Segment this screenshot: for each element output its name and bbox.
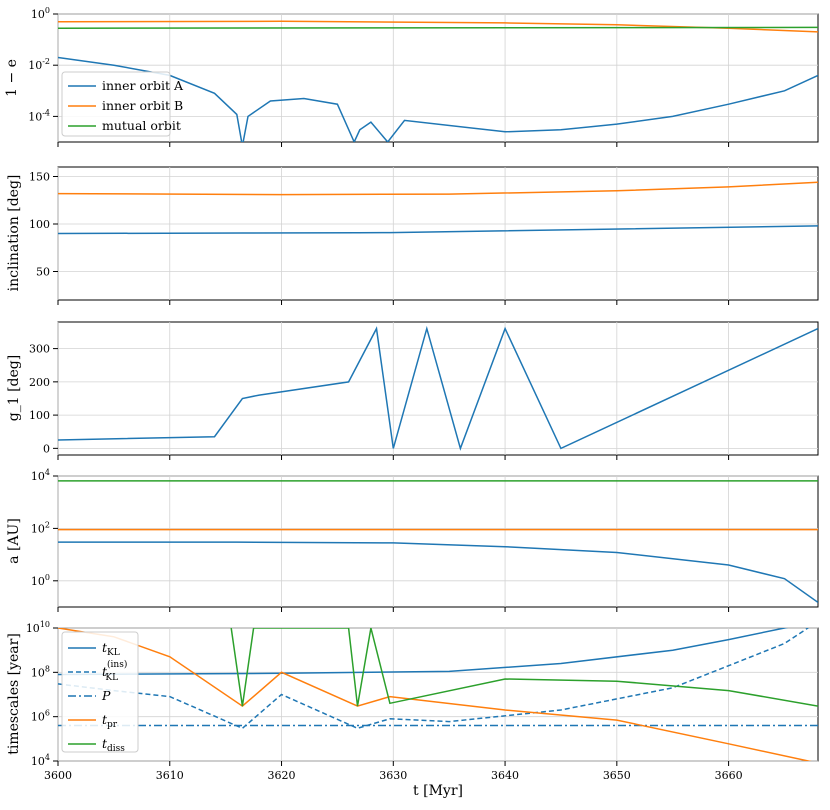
y-tick-label: 102 [31, 520, 50, 535]
legend-label-t-diss: tdiss [102, 736, 125, 754]
yticks-g1: 0 100 200 300 [29, 343, 58, 455]
ylabel-timescales: timescales [year] [6, 633, 22, 755]
y-tick-label: 50 [36, 266, 50, 279]
series-line-mutual-orbit [58, 26, 818, 29]
series-line-inner-orbit-a [58, 56, 818, 142]
y-tick-label: 108 [31, 664, 50, 679]
series-line-t-kl-ins- [58, 628, 810, 730]
x-tick-label: 3640 [491, 769, 519, 782]
panel-semimajor: 104 102 100 a [AU] [6, 468, 819, 612]
y-tick-label: 104 [31, 468, 50, 483]
series-line-inner-orbit-b [58, 20, 818, 33]
xticks-semimajor [57, 607, 730, 612]
series-line-t-pr [58, 628, 812, 761]
xlabel-time: t [Myr] [413, 783, 463, 799]
lines-g1 [58, 325, 818, 451]
legend-frame-top [61, 71, 171, 137]
legend-frame-bottom [61, 631, 139, 753]
xticks-timescales: 3600 3610 3620 3630 3640 3650 3660 [44, 761, 743, 782]
x-tick-label: 3620 [268, 769, 296, 782]
series-line-inner-orbit-a [58, 541, 818, 604]
xticks-g1 [57, 455, 730, 460]
panel-inclination: 50 100 150 inclination [deg] [6, 166, 819, 305]
y-tick-label: 10-2 [28, 57, 50, 72]
y-tick-label: 200 [29, 376, 50, 389]
xticks-inclination [57, 300, 730, 305]
series-line-t-diss [230, 628, 818, 707]
y-tick-label: 1010 [26, 620, 50, 635]
ylabel-semimajor: a [AU] [6, 518, 22, 564]
legend-label-t-kl: tKL [102, 640, 120, 658]
y-tick-label: 150 [29, 171, 50, 184]
series-line-inner-orbit-b [58, 181, 818, 196]
x-tick-label: 3600 [44, 769, 72, 782]
legend-label-t-kl-ins-: t(ins) KL [102, 659, 127, 683]
yticks-timescales: 1010 108 106 104 [26, 620, 58, 768]
grid-timescales [57, 627, 818, 762]
grid-inclination [57, 167, 818, 300]
series-line-t-kl [58, 628, 789, 676]
yticks-eccentricity: 100 10-2 10-4 [28, 6, 58, 123]
ylabel-g1: g_1 [deg] [6, 355, 22, 421]
panel-frame-g1 [57, 321, 819, 456]
panel-g1: 0 100 200 300 g_1 [deg] [6, 321, 819, 460]
lines-inclination [58, 181, 818, 235]
x-tick-label: 3630 [379, 769, 407, 782]
lines-semimajor [58, 480, 818, 604]
x-tick-label: 3660 [715, 769, 743, 782]
y-tick-label: 106 [31, 709, 50, 724]
panel-frame-timescales [57, 627, 819, 762]
ylabel-eccentricity: 1 − e [4, 59, 20, 97]
y-tick-label: 10-4 [28, 108, 50, 123]
grid-semimajor [57, 475, 818, 607]
yticks-inclination: 50 100 150 [29, 171, 58, 279]
series-line-inner-orbit-a [58, 225, 818, 235]
lines-timescales [58, 628, 818, 761]
series-line-inner-orbit-a [58, 325, 818, 451]
panel-eccentricity: 100 10-2 10-4 1 − e inner orbit A inner or… [4, 6, 819, 147]
x-tick-label: 3650 [603, 769, 631, 782]
yticks-semimajor: 104 102 100 [31, 468, 58, 588]
legend-label-p: P [101, 688, 111, 703]
y-tick-label: 100 [31, 573, 50, 588]
ylabel-inclination: inclination [deg] [6, 175, 22, 292]
y-tick-label: 100 [29, 218, 50, 231]
xticks-eccentricity [57, 142, 730, 147]
legend-top: inner orbit A inner orbit B mutual orbit [61, 71, 184, 137]
legend-label-t-pr: tpr [102, 712, 118, 730]
legend-label-inner-orbit-a: inner orbit A [102, 78, 184, 93]
y-tick-label: 100 [29, 409, 50, 422]
legend-label-inner-orbit-b: inner orbit B [102, 98, 183, 113]
grid-eccentricity [57, 13, 818, 142]
x-tick-label: 3610 [156, 769, 184, 782]
grid-g1 [57, 322, 818, 455]
y-tick-label: 100 [31, 6, 50, 21]
y-tick-label: 300 [29, 343, 50, 356]
y-tick-label: 0 [43, 442, 50, 455]
y-tick-label: 104 [31, 753, 50, 768]
legend-label-mutual-orbit: mutual orbit [102, 118, 181, 133]
lines-eccentricity [58, 20, 818, 142]
